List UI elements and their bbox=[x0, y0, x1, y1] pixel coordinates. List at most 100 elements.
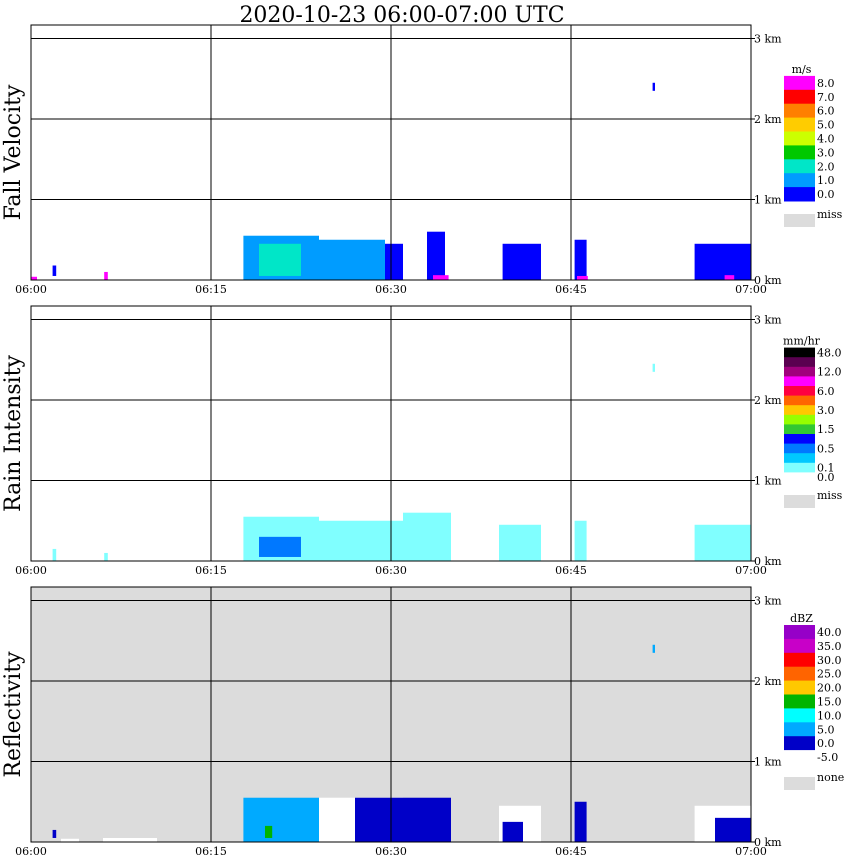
colorbar-label: 48.0 bbox=[817, 346, 842, 359]
echo-cell bbox=[355, 797, 403, 842]
colorbar-label: 8.0 bbox=[817, 77, 835, 90]
echo-cell bbox=[574, 801, 587, 842]
colorbar-swatch bbox=[784, 357, 815, 368]
echo-cell bbox=[502, 821, 523, 842]
ytick-label: 3 km bbox=[754, 33, 782, 46]
echo-cell bbox=[574, 520, 587, 561]
colorbar-swatch bbox=[784, 434, 815, 445]
echo-cell bbox=[259, 536, 301, 557]
colorbar-swatch bbox=[784, 187, 815, 202]
ytick-label: 2 km bbox=[754, 113, 782, 126]
colorbar-unit: mm/hr bbox=[783, 335, 821, 348]
ytick-label: 0 km bbox=[754, 836, 782, 849]
colorbar-swatch bbox=[784, 103, 815, 119]
xtick-label: 06:00 bbox=[15, 283, 47, 296]
panel-fall: 0 km 1 km 2 km 3 km 06:00 06:15 06:30 06:45 07:0… bbox=[1, 24, 843, 296]
colorbar-swatch bbox=[784, 173, 815, 188]
echo-cell bbox=[319, 239, 385, 280]
colorbar-missing-label: none bbox=[817, 771, 844, 784]
ytick-label: 1 km bbox=[754, 756, 782, 769]
echo-cell bbox=[427, 231, 445, 280]
echo-cell bbox=[577, 275, 588, 280]
xtick-label: 06:00 bbox=[15, 564, 47, 577]
echo-cell bbox=[499, 524, 541, 561]
echo-cell bbox=[652, 644, 655, 653]
plot-frame bbox=[30, 305, 752, 562]
echo-cell bbox=[652, 363, 655, 372]
figure-title: 2020-10-23 06:00-07:00 UTC bbox=[239, 3, 564, 28]
colorbar-swatch bbox=[784, 145, 815, 160]
colorbar-label: 35.0 bbox=[817, 640, 842, 653]
panel-rain: 0 km 1 km 2 km 3 km 06:00 06:15 06:30 06:45 07:0… bbox=[1, 305, 843, 577]
colorbar-missing-swatch bbox=[784, 777, 815, 790]
colorbar-missing-swatch bbox=[784, 495, 815, 508]
colorbar-label: 3.0 bbox=[817, 404, 835, 417]
echo-cell bbox=[52, 829, 57, 838]
echo-cell bbox=[385, 243, 403, 280]
colorbar-label: -5.0 bbox=[817, 751, 838, 764]
ytick-label: 3 km bbox=[754, 314, 782, 327]
echo-cell bbox=[319, 520, 403, 561]
colorbar-swatch bbox=[784, 159, 815, 174]
colorbar-swatch bbox=[784, 75, 815, 91]
xtick-label: 06:30 bbox=[375, 283, 407, 296]
colorbar-unit: m/s bbox=[792, 63, 812, 76]
colorbar-unit: dBZ bbox=[790, 612, 813, 625]
colorbar-label: 0.1 bbox=[817, 462, 835, 475]
colorbar-swatch bbox=[784, 625, 815, 640]
colorbar-label: 0.0 bbox=[817, 471, 835, 484]
colorbar-label: 1.0 bbox=[817, 174, 835, 187]
axis-ylabel: Fall Velocity bbox=[1, 84, 26, 220]
echo-cell bbox=[433, 275, 449, 280]
plot-frame bbox=[30, 586, 752, 843]
colorbar-label: 25.0 bbox=[817, 668, 842, 681]
colorbar-swatch bbox=[784, 638, 815, 654]
colorbar-label: 0.5 bbox=[817, 442, 835, 455]
echo-cell bbox=[103, 837, 157, 842]
colorbar-swatch bbox=[784, 424, 815, 435]
plot-frame bbox=[30, 24, 752, 281]
colorbar-label: 12.0 bbox=[817, 366, 842, 379]
colorbar-swatch bbox=[784, 414, 815, 425]
echo-cell bbox=[403, 797, 451, 842]
colorbar-label: 6.0 bbox=[817, 105, 835, 118]
echo-cell bbox=[61, 838, 79, 842]
axis-ylabel: Rain Intensity bbox=[1, 354, 26, 511]
colorbar-label: 0.0 bbox=[817, 188, 835, 201]
echo-cell bbox=[104, 552, 108, 561]
colorbar-label: 7.0 bbox=[817, 91, 835, 104]
colorbar-swatch bbox=[784, 462, 815, 473]
colorbar-label: 40.0 bbox=[817, 626, 842, 639]
echo-cell bbox=[403, 512, 451, 561]
colorbar-label: 2.0 bbox=[817, 160, 835, 173]
colorbar-label: 3.0 bbox=[817, 146, 835, 159]
xtick-label: 07:00 bbox=[735, 845, 767, 858]
echo-cell bbox=[502, 243, 541, 280]
xtick-label: 06:00 bbox=[15, 845, 47, 858]
colorbar-missing-label: miss bbox=[817, 208, 843, 221]
echo-cell bbox=[31, 276, 37, 280]
colorbar-swatch bbox=[784, 722, 815, 737]
colorbar-swatch bbox=[784, 405, 815, 416]
colorbar-swatch bbox=[784, 89, 815, 105]
colorbar-swatch bbox=[784, 117, 815, 132]
colorbar-label: 10.0 bbox=[817, 709, 842, 722]
colorbar-swatch bbox=[784, 680, 815, 695]
ytick-label: 2 km bbox=[754, 675, 782, 688]
colorbar-missing-swatch bbox=[784, 214, 815, 227]
colorbar-swatch bbox=[784, 750, 815, 765]
colorbar-swatch bbox=[784, 694, 815, 709]
echo-cell bbox=[694, 243, 751, 280]
ytick-label: 0 km bbox=[754, 555, 782, 568]
echo-cell bbox=[715, 817, 751, 842]
colorbar-label: 6.0 bbox=[817, 385, 835, 398]
colorbar-swatch bbox=[784, 453, 815, 464]
echo-cell bbox=[52, 265, 57, 276]
panel-refl: 0 km 1 km 2 km 3 km 06:00 06:15 06:30 06:45 07:0… bbox=[1, 586, 844, 858]
xtick-label: 06:30 bbox=[375, 845, 407, 858]
colorbar-label: 5.0 bbox=[817, 119, 835, 132]
colorbar-swatch bbox=[784, 395, 815, 406]
colorbar-label: 4.0 bbox=[817, 132, 835, 145]
colorbar-label: 30.0 bbox=[817, 654, 842, 667]
